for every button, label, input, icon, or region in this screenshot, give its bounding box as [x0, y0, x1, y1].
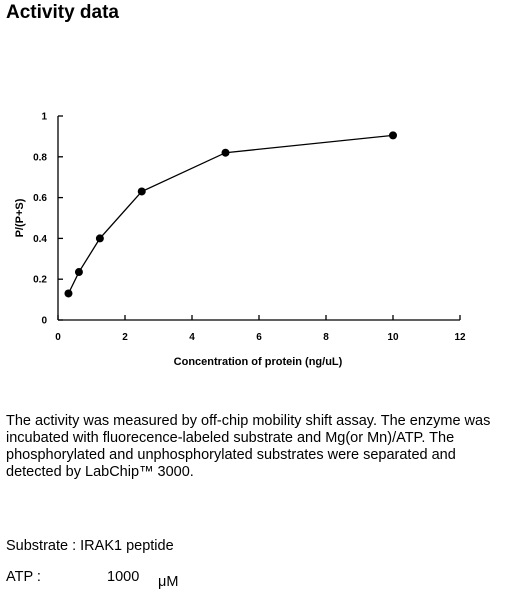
- x-tick-label: 2: [122, 332, 128, 343]
- x-tick-label: 0: [55, 332, 61, 343]
- y-tick-label: 0.2: [33, 275, 47, 286]
- atp-label: ATP :: [6, 569, 41, 585]
- data-point: [95, 234, 104, 243]
- y-tick-label: 1: [41, 112, 47, 123]
- data-point: [389, 131, 397, 140]
- y-axis: 0 0.2 0.4 0.6 0.8 1: [33, 112, 63, 327]
- series-line: [67, 134, 394, 294]
- activity-chart: 0 0.2 0.4 0.6 0.8 1 0 2 4 6 8 10 12 P/(P+S) Concent…: [14, 112, 466, 369]
- page-title: Activity data: [6, 2, 119, 23]
- y-tick-label: 0: [41, 316, 47, 327]
- y-axis-label: P/(P+S): [14, 198, 26, 237]
- atp-value: 1000: [107, 569, 140, 585]
- y-tick-label: 0.4: [33, 234, 47, 245]
- atp-info: ATP : 1000 μM: [6, 569, 178, 590]
- x-axis-label: Concentration of protein (ng/uL): [174, 356, 343, 368]
- substrate-info: Substrate : IRAK1 peptide: [6, 538, 174, 554]
- data-point: [137, 187, 146, 196]
- plot-area: [64, 131, 397, 298]
- x-tick-label: 4: [189, 332, 195, 343]
- x-tick-label: 8: [323, 332, 329, 343]
- data-point: [74, 268, 83, 277]
- data-point: [221, 148, 230, 157]
- y-tick-label: 0.8: [33, 152, 47, 163]
- atp-unit: μM: [158, 574, 179, 590]
- x-tick-label: 12: [454, 332, 466, 343]
- assay-description: The activity was measured by off-chip mo…: [6, 413, 491, 480]
- x-axis: 0 2 4 6 8 10 12: [55, 315, 466, 343]
- x-tick-label: 6: [256, 332, 262, 343]
- data-point: [64, 289, 73, 298]
- x-tick-label: 10: [387, 332, 399, 343]
- y-tick-label: 0.6: [33, 193, 47, 204]
